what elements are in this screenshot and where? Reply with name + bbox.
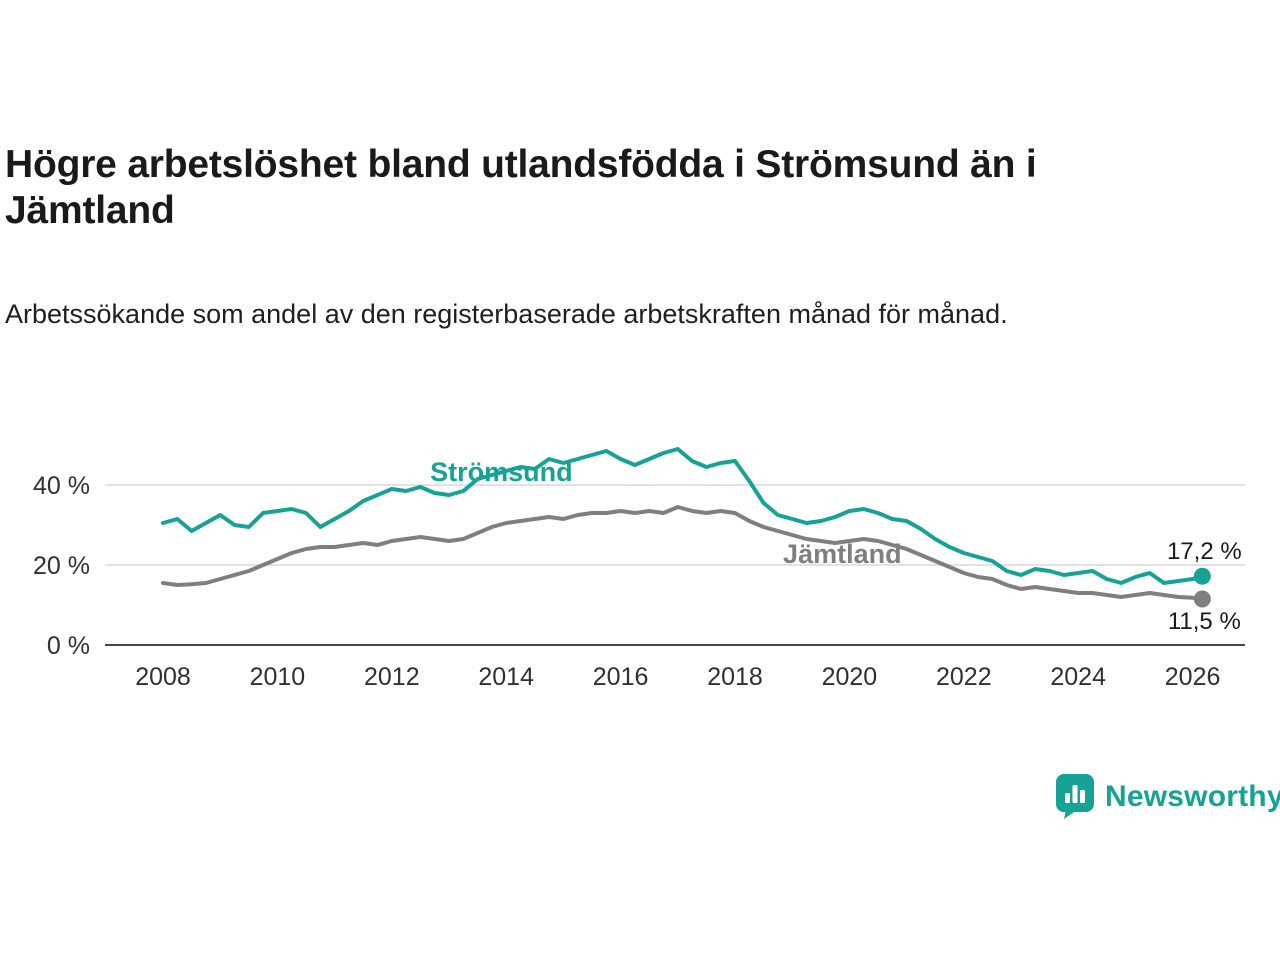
x-tick-label: 2024 <box>1050 663 1106 691</box>
x-tick-label: 2018 <box>707 663 763 691</box>
x-tick-label: 2020 <box>822 663 878 691</box>
x-tick-label: 2012 <box>364 663 420 691</box>
x-tick-label: 2026 <box>1165 663 1221 691</box>
x-tick-label: 2014 <box>478 663 534 691</box>
x-tick-label: 2022 <box>936 663 992 691</box>
newsworthy-logo-icon <box>1056 774 1094 819</box>
series-inline-label-strömsund: Strömsund <box>430 457 573 487</box>
x-tick-label: 2008 <box>135 663 191 691</box>
series-line-jämtland <box>161 505 1205 601</box>
series-inline-label-jämtland: Jämtland <box>783 539 902 569</box>
newsworthy-logo: Newsworthy <box>1056 774 1280 820</box>
end-value-label-strömsund: 17,2 % <box>1167 538 1242 565</box>
x-tick-label: 2010 <box>250 663 306 691</box>
series-line-strömsund <box>161 447 1205 585</box>
y-tick-label: 40 % <box>33 472 90 500</box>
x-tick-label: 2016 <box>593 663 649 691</box>
series-end-dot-strömsund <box>1193 567 1211 585</box>
series-end-dot-jämtland <box>1193 590 1211 608</box>
y-tick-label: 0 % <box>47 632 90 660</box>
y-tick-label: 20 % <box>33 552 90 580</box>
newsworthy-wordmark: Newsworthy <box>1105 780 1280 813</box>
unemployment-line-chart: 0 % 20 % 40 % 2008 2010 2012 2014 2016 2018 2020 2… <box>33 447 1245 691</box>
page-title: Högre arbetslöshet bland utlandsfödda i … <box>5 143 1037 233</box>
end-value-label-jämtland: 11,5 % <box>1168 608 1241 635</box>
page-subtitle: Arbetssökande som andel av den registerb… <box>5 299 1008 329</box>
